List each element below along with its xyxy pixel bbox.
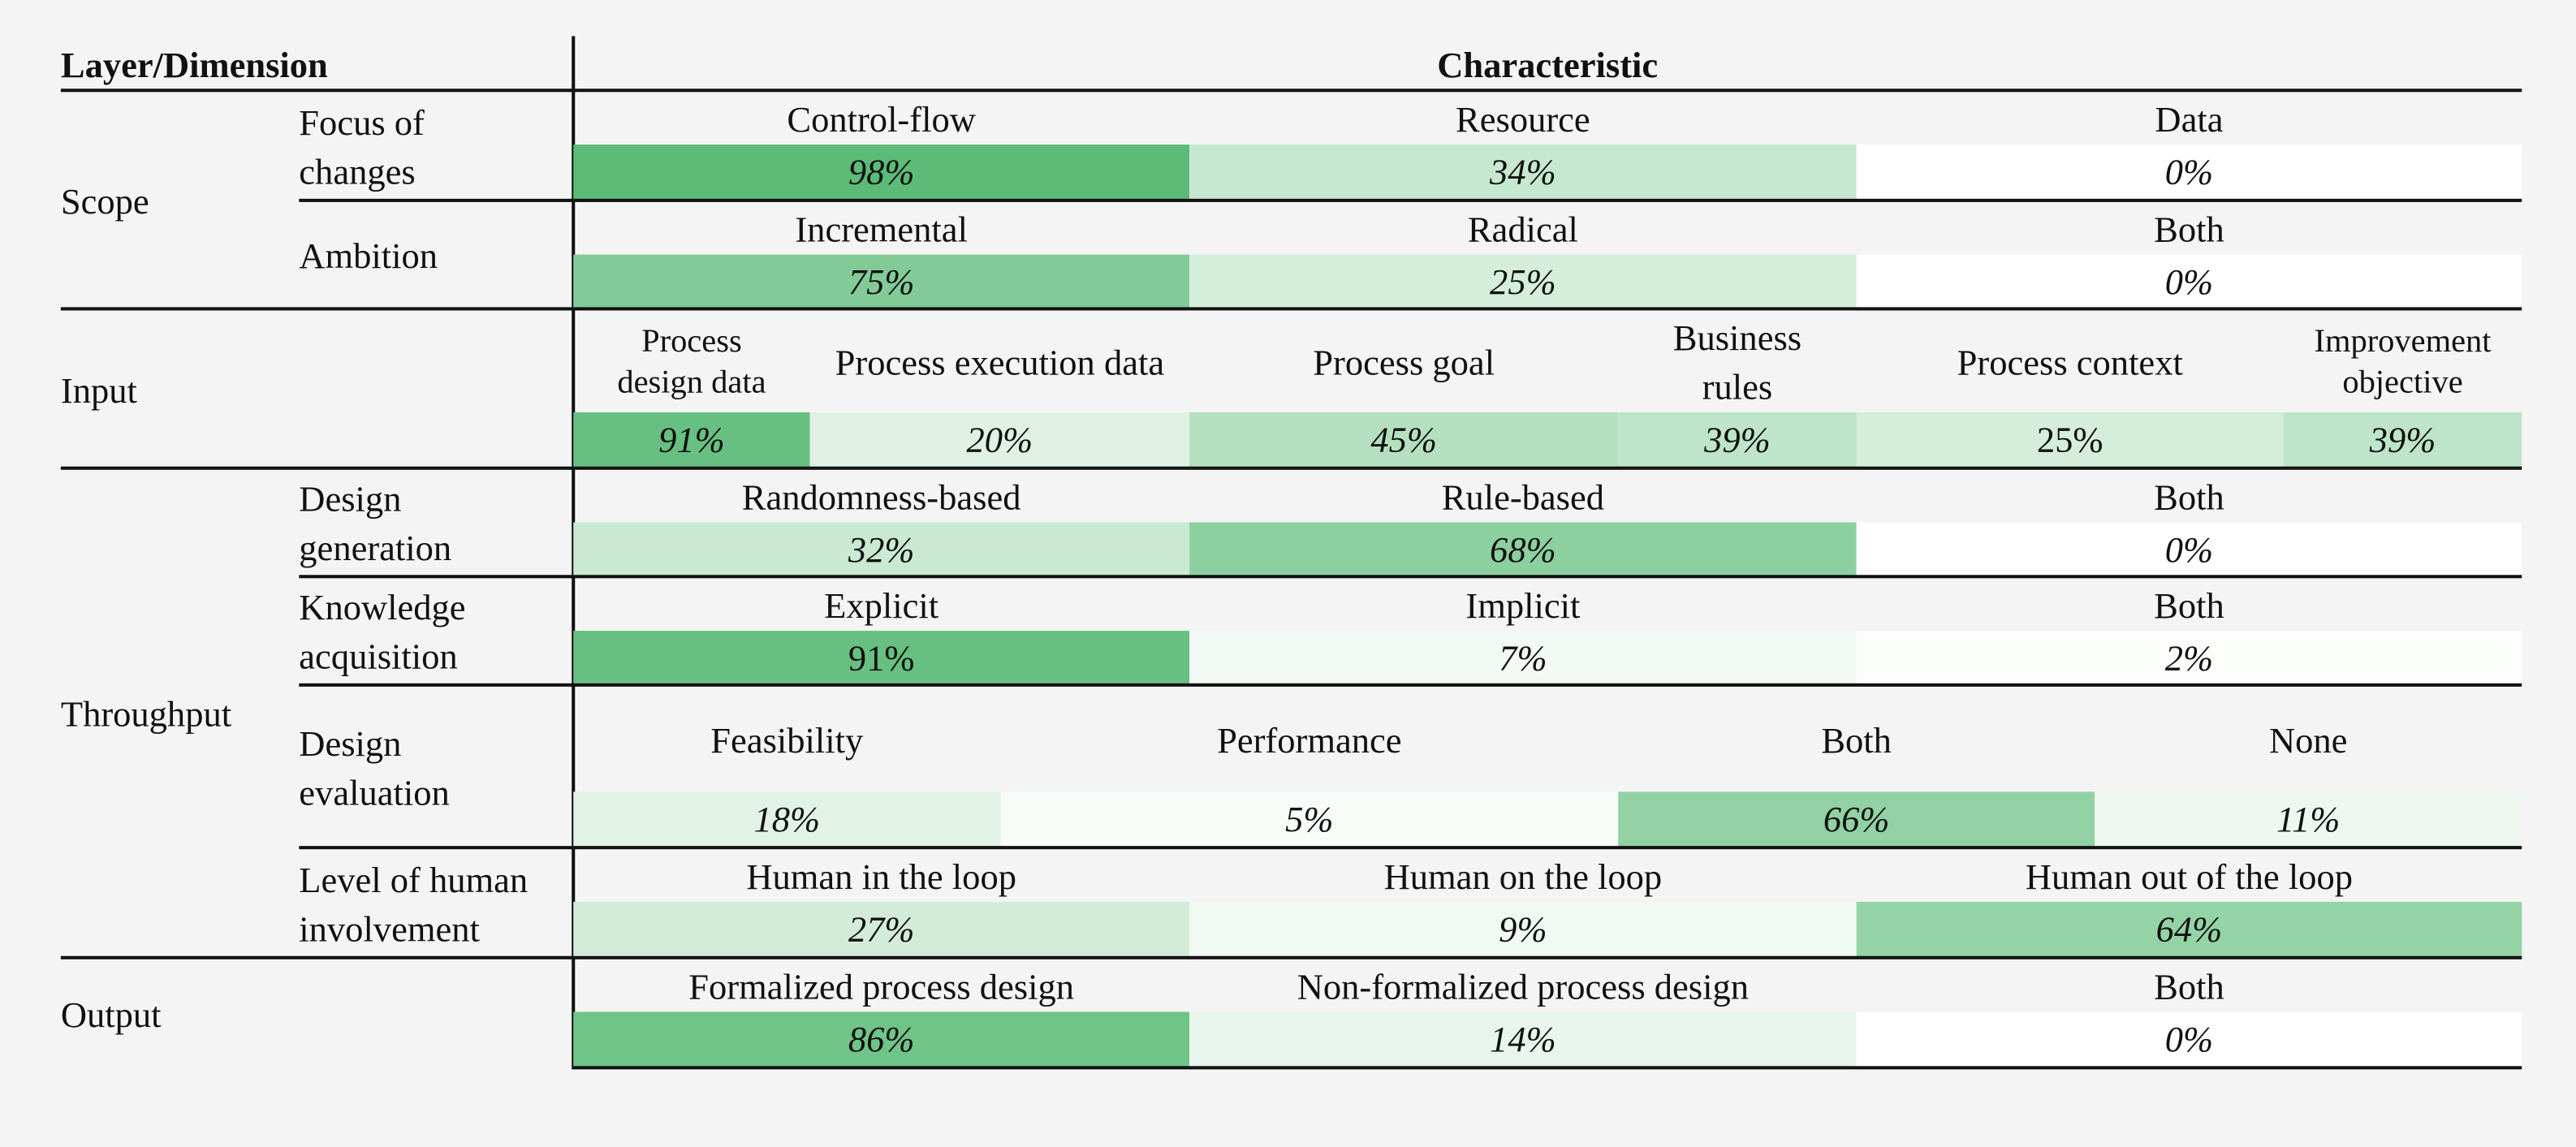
characteristic-label: Radical bbox=[1467, 208, 1578, 249]
share-cell: 18% bbox=[573, 791, 1001, 848]
share-cell: 11% bbox=[2095, 791, 2522, 848]
share-cell: 45% bbox=[1189, 412, 1619, 468]
rule bbox=[573, 1066, 2522, 1070]
characteristic-label: Randomness-based bbox=[741, 476, 1021, 517]
characteristic-label: Non-formalized process design bbox=[1297, 965, 1750, 1007]
layer-name: Output bbox=[60, 993, 162, 1035]
characteristic-label: Improvement objective bbox=[2314, 322, 2492, 400]
share-cell: 0% bbox=[1856, 254, 2522, 309]
share-cell: 91% bbox=[573, 412, 810, 468]
characteristic-label: Process execution data bbox=[835, 341, 1165, 382]
characteristic-label: Both bbox=[2154, 584, 2224, 626]
layer-name: Input bbox=[60, 369, 137, 411]
rule bbox=[60, 88, 2522, 93]
share-cell: 20% bbox=[809, 412, 1190, 468]
share-cell: 39% bbox=[1618, 412, 1857, 468]
rule bbox=[299, 683, 2522, 687]
rule bbox=[572, 36, 576, 1070]
share-cell: 75% bbox=[573, 254, 1190, 309]
share-cell: 64% bbox=[1856, 901, 2522, 958]
dimension-name: Design evaluation bbox=[299, 723, 450, 813]
characteristic-label: Explicit bbox=[824, 584, 939, 626]
share-cell: 0% bbox=[1856, 1011, 2522, 1068]
dimension-name: Ambition bbox=[299, 235, 438, 277]
characteristic-label: Process context bbox=[1957, 341, 2183, 382]
characteristic-label: Both bbox=[1821, 719, 1892, 761]
share-cell: 86% bbox=[573, 1011, 1190, 1068]
characteristic-label: Resource bbox=[1456, 97, 1590, 140]
characteristic-label: Human out of the loop bbox=[2025, 855, 2353, 897]
share-cell: 39% bbox=[2283, 412, 2522, 468]
share-cell: 32% bbox=[573, 522, 1190, 577]
rule bbox=[299, 198, 2522, 202]
characteristic-label: Incremental bbox=[795, 208, 968, 249]
share-cell: 5% bbox=[1000, 791, 1619, 848]
share-cell: 9% bbox=[1189, 901, 1857, 958]
rule bbox=[60, 466, 2522, 470]
characteristic-label: Both bbox=[2154, 476, 2224, 517]
dimension-name: Knowledge acquisition bbox=[299, 587, 466, 677]
share-cell: 34% bbox=[1189, 144, 1857, 201]
characteristic-label: Control-flow bbox=[787, 97, 976, 140]
header-layer-dimension: Layer/Dimension bbox=[60, 44, 328, 86]
characteristic-label: Both bbox=[2154, 208, 2224, 249]
share-cell: 27% bbox=[573, 901, 1190, 958]
characteristic-label: Rule-based bbox=[1441, 476, 1605, 517]
share-cell: 0% bbox=[1856, 144, 2522, 201]
rule bbox=[60, 307, 2522, 311]
characteristic-label: Business rules bbox=[1672, 317, 1802, 407]
share-cell: 0% bbox=[1856, 522, 2522, 577]
share-cell: 2% bbox=[1856, 631, 2522, 685]
header-characteristic: Characteristic bbox=[1437, 44, 1659, 86]
characteristic-label: Human on the loop bbox=[1383, 855, 1663, 897]
share-cell: 68% bbox=[1189, 522, 1857, 577]
share-cell: 98% bbox=[573, 144, 1190, 201]
characteristic-label: Both bbox=[2154, 965, 2224, 1007]
characteristic-label: None bbox=[2268, 719, 2348, 761]
share-cell: 91% bbox=[573, 631, 1190, 685]
layer-name: Scope bbox=[60, 179, 149, 222]
characteristic-label: Performance bbox=[1217, 719, 1402, 761]
characteristic-label: Feasibility bbox=[710, 719, 864, 761]
rule bbox=[299, 575, 2522, 579]
share-cell: 25% bbox=[1189, 254, 1857, 309]
characteristic-label: Formalized process design bbox=[688, 965, 1075, 1007]
share-cell: 66% bbox=[1618, 791, 2095, 848]
characteristic-label: Process goal bbox=[1313, 341, 1495, 382]
layer-name: Throughput bbox=[60, 693, 232, 735]
rule bbox=[299, 846, 2522, 850]
dimension-name: Focus of changes bbox=[299, 101, 425, 192]
dimension-name: Design generation bbox=[299, 478, 452, 569]
dimension-name: Level of human involvement bbox=[299, 858, 529, 949]
characteristic-label: Human in the loop bbox=[746, 855, 1016, 897]
characteristic-label: Process design data bbox=[617, 322, 766, 400]
share-cell: 14% bbox=[1189, 1011, 1857, 1068]
rule bbox=[60, 955, 2522, 959]
share-cell: 25% bbox=[1856, 412, 2284, 468]
characteristic-label: Data bbox=[2155, 97, 2224, 140]
share-cell: 7% bbox=[1189, 631, 1857, 685]
characteristic-label: Implicit bbox=[1465, 584, 1581, 626]
